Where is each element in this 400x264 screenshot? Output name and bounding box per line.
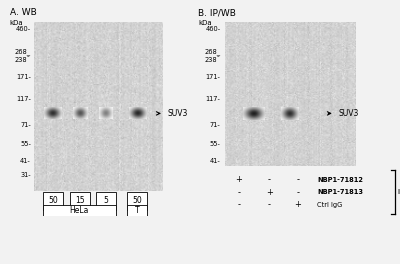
Text: 55-: 55- <box>20 141 31 147</box>
Text: 238¯: 238¯ <box>204 57 220 63</box>
Text: 31-: 31- <box>20 172 31 178</box>
Text: 55-: 55- <box>210 141 220 147</box>
Text: 117-: 117- <box>16 96 31 102</box>
Text: -: - <box>296 188 300 197</box>
Text: 15: 15 <box>75 196 85 205</box>
Text: 238¯: 238¯ <box>15 57 31 63</box>
Text: 41-: 41- <box>20 158 31 163</box>
Text: 268_: 268_ <box>15 48 31 55</box>
Bar <box>96 192 116 210</box>
Text: +: + <box>266 188 273 197</box>
Text: -: - <box>296 175 300 184</box>
Text: 117-: 117- <box>206 96 220 102</box>
Text: 50: 50 <box>132 196 142 205</box>
Text: SUV3: SUV3 <box>167 109 188 118</box>
Text: T: T <box>135 206 140 215</box>
Text: -: - <box>268 200 271 209</box>
Bar <box>70 192 90 210</box>
Text: -: - <box>268 175 271 184</box>
Text: Ctrl IgG: Ctrl IgG <box>317 202 343 208</box>
Text: NBP1-71812: NBP1-71812 <box>317 177 363 182</box>
Text: 460-: 460- <box>205 26 220 31</box>
Text: IP: IP <box>397 189 400 195</box>
Text: 460-: 460- <box>16 26 31 31</box>
Text: +: + <box>294 200 302 209</box>
Text: -: - <box>237 188 240 197</box>
Text: A. WB: A. WB <box>10 8 36 17</box>
Text: 171-: 171- <box>206 74 220 80</box>
Text: HeLa: HeLa <box>70 206 89 215</box>
Bar <box>43 192 63 210</box>
Text: kDa: kDa <box>198 20 212 26</box>
Bar <box>43 205 116 216</box>
Text: 71-: 71- <box>210 122 220 128</box>
Text: 268_: 268_ <box>204 48 220 55</box>
Text: 171-: 171- <box>16 74 31 80</box>
Bar <box>127 205 148 216</box>
Text: +: + <box>236 175 242 184</box>
Text: 41-: 41- <box>210 158 220 163</box>
Text: 5: 5 <box>103 196 108 205</box>
Text: B. IP/WB: B. IP/WB <box>198 8 236 17</box>
Bar <box>127 192 148 210</box>
Text: -: - <box>237 200 240 209</box>
Text: kDa: kDa <box>10 20 23 26</box>
Text: NBP1-71813: NBP1-71813 <box>317 189 363 195</box>
Text: 50: 50 <box>48 196 58 205</box>
Text: SUV3: SUV3 <box>339 109 359 118</box>
Text: 71-: 71- <box>20 122 31 128</box>
